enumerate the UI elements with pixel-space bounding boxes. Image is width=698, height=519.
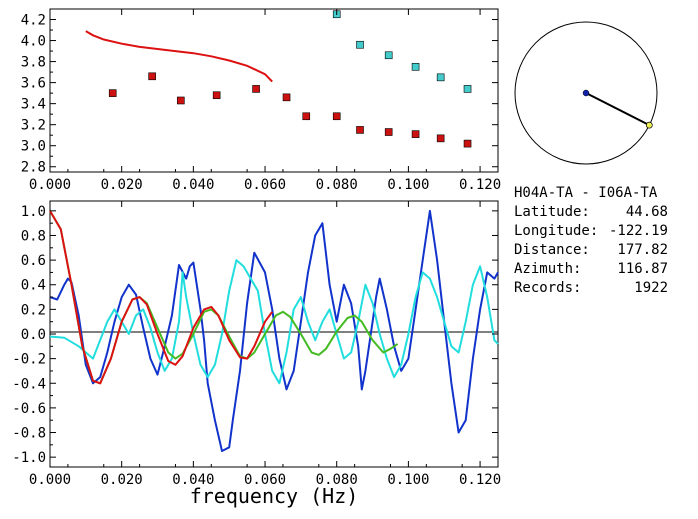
red-marker-point <box>302 112 311 121</box>
cyan-marker-point <box>411 63 420 71</box>
cyan-marker-point <box>356 40 364 49</box>
y-tick-label: 0.6 <box>21 253 46 269</box>
red-marker-point <box>148 72 156 81</box>
x-tick-label: 0.000 <box>29 177 71 193</box>
info-value: -122.19 <box>608 223 668 239</box>
y-tick-label: 3.2 <box>21 118 46 134</box>
y-tick-label: -0.4 <box>12 376 46 392</box>
info-label: Azimuth: <box>514 261 582 277</box>
red-marker-point <box>332 112 341 121</box>
compass-azimuth-marker <box>645 121 653 129</box>
x-tick-label: 0.000 <box>29 472 71 488</box>
red-marker-point <box>108 89 117 97</box>
compass-center-dot <box>582 89 590 97</box>
x-tick-label: 0.060 <box>244 472 286 488</box>
group-velocity-curve <box>85 30 273 83</box>
info-label: Latitude: <box>514 204 590 220</box>
x-tick-label: 0.020 <box>101 177 143 193</box>
y-tick-label: 4.0 <box>21 34 46 50</box>
x-tick-label: 0.100 <box>387 472 429 488</box>
y-tick-label: 0.8 <box>21 228 46 244</box>
red-marker-point <box>463 139 472 148</box>
cyan-marker-point <box>384 51 393 60</box>
info-row-longitude: Longitude: -122.19 <box>514 222 694 241</box>
y-tick-label: -0.2 <box>12 352 46 368</box>
y-tick-label: 2.8 <box>21 160 46 176</box>
info-value: 1922 <box>634 280 668 296</box>
y-tick-label: 0.0 <box>21 327 46 343</box>
red-marker-point <box>177 96 185 105</box>
y-tick-label: 0.2 <box>21 302 46 318</box>
dispersion-plot: 0.000 0.020 0.040 0.060 0.080 0.100 0.120 2.8 3.… <box>21 8 501 193</box>
y-tick-label: 0.4 <box>21 278 46 294</box>
azimuth-compass <box>514 21 658 165</box>
x-tick-label: 0.040 <box>172 177 214 193</box>
x-tick-label: 0.120 <box>459 472 501 488</box>
dispersion-plot-frame <box>49 8 499 173</box>
x-tick-label: 0.120 <box>459 177 501 193</box>
red-marker-point <box>384 128 393 136</box>
x-tick-label: 0.100 <box>387 177 429 193</box>
x-tick-label: 0.080 <box>316 177 358 193</box>
y-tick-label: -0.6 <box>12 401 46 417</box>
cyan-marker-point <box>436 73 445 82</box>
info-label: Distance: <box>514 242 590 258</box>
cyan-marker-point <box>463 85 472 93</box>
correlation-plot: 0.000 0.020 0.040 0.060 0.080 0.100 0.120 1.0 0.… <box>12 200 501 488</box>
red-marker-point <box>436 134 445 143</box>
red-marker-point <box>356 126 364 134</box>
info-label: Records: <box>514 280 582 296</box>
red-marker-point <box>411 130 420 138</box>
red-marker-point <box>282 93 291 102</box>
info-value: 116.87 <box>617 261 668 277</box>
y-tick-label: 4.2 <box>21 13 46 29</box>
y-tick-label: 3.0 <box>21 139 46 155</box>
info-row-latitude: Latitude: 44.68 <box>514 203 694 222</box>
compass-circle <box>514 21 658 165</box>
station-pair-title: H04A-TA - I06A-TA <box>514 185 658 201</box>
x-axis-title: frequency (Hz) <box>190 484 359 508</box>
y-tick-label: 3.8 <box>21 55 46 71</box>
info-row-azimuth: Azimuth: 116.87 <box>514 260 694 279</box>
red-marker-point <box>252 85 260 93</box>
x-tick-label: 0.080 <box>316 472 358 488</box>
info-label: Longitude: <box>514 223 599 239</box>
compass-needle <box>585 92 650 126</box>
x-tick-label: 0.040 <box>172 472 214 488</box>
x-tick-label: 0.020 <box>101 472 143 488</box>
red-marker-point <box>212 91 221 100</box>
observed-imaginary-line <box>49 259 499 385</box>
info-row-distance: Distance: 177.82 <box>514 241 694 260</box>
info-value: 44.68 <box>625 204 668 220</box>
y-tick-label: -1.0 <box>12 450 46 466</box>
observed-correlation-line <box>49 209 499 452</box>
info-value: 177.82 <box>617 242 668 258</box>
info-row-records: Records: 1922 <box>514 279 694 298</box>
y-tick-label: 1.0 <box>21 204 46 220</box>
model-red-line <box>49 210 274 385</box>
y-tick-label: 3.6 <box>21 76 46 92</box>
x-tick-label: 0.060 <box>244 177 286 193</box>
station-info-panel: H04A-TA - I06A-TA Latitude: 44.68 Longitu… <box>514 184 694 298</box>
y-tick-label: 3.4 <box>21 97 46 113</box>
y-tick-label: -0.8 <box>12 426 46 442</box>
